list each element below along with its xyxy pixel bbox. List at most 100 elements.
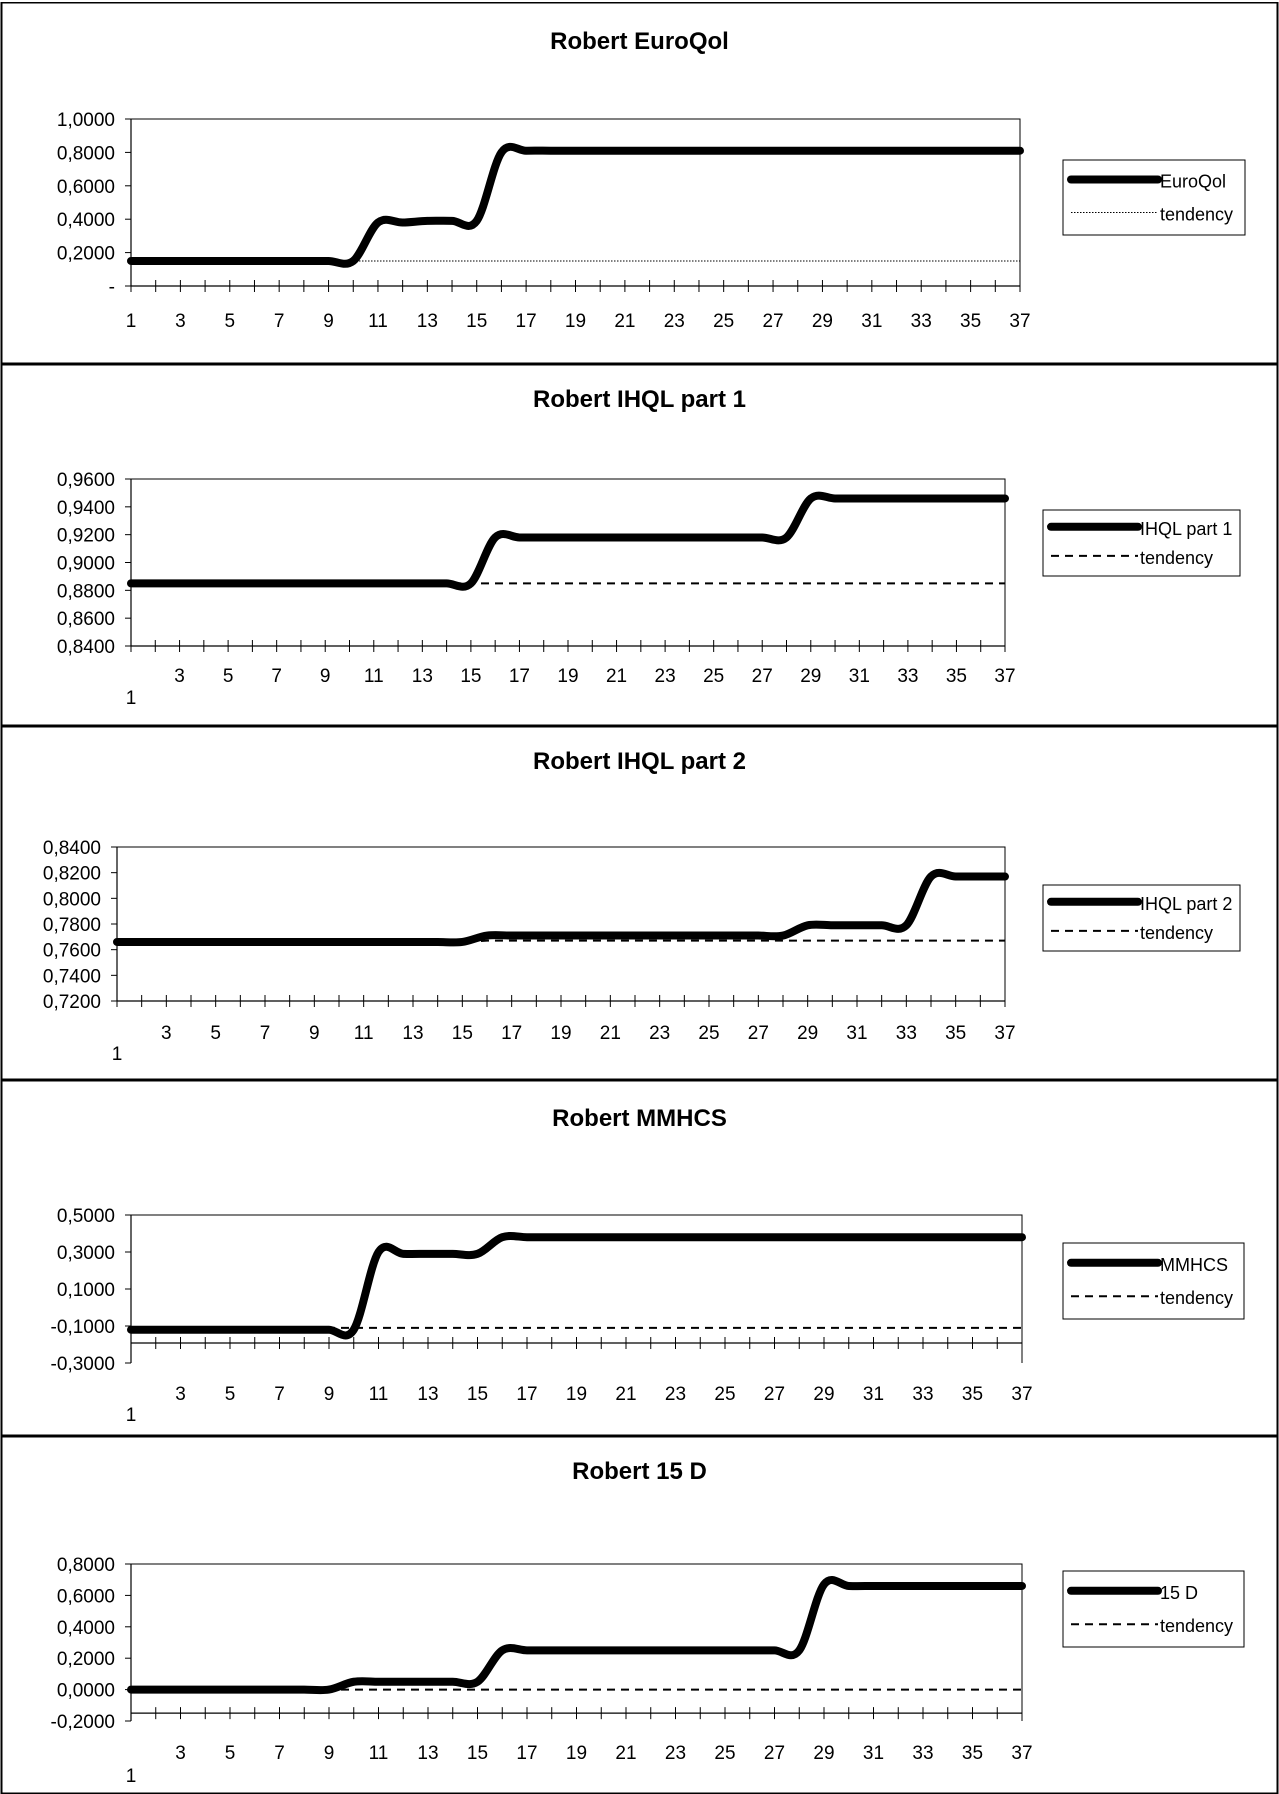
- data-point-tendency: [675, 1327, 676, 1328]
- x-tick-label: 3: [175, 311, 186, 332]
- legend-label-ihql-part-2: IHQL part 2: [1140, 894, 1232, 914]
- data-point-tendency: [857, 940, 858, 941]
- x-tick-label: 15: [466, 311, 487, 332]
- x-tick-label: 11: [354, 1023, 374, 1044]
- x-tick-label: 5: [210, 1023, 221, 1044]
- legend-label-ihql-part-1: IHQL part 1: [1140, 519, 1232, 539]
- x-tick-label: 29: [813, 1384, 834, 1405]
- x-tick-label: 27: [764, 1743, 785, 1764]
- data-point-tendency: [883, 583, 884, 584]
- data-point-tendency: [847, 260, 848, 261]
- x-tick-label: 9: [324, 1384, 335, 1405]
- x-tick-label: 31: [861, 311, 882, 332]
- data-point-tendency: [659, 940, 660, 941]
- data-point-tendency: [477, 1689, 478, 1690]
- x-tick-label: 31: [846, 1023, 867, 1044]
- x-tick-label: 3: [174, 666, 185, 687]
- chart-title: Robert MMHCS: [552, 1105, 727, 1132]
- x-tick-label: 25: [713, 311, 734, 332]
- x-tick-label: 35: [945, 1023, 966, 1044]
- x-tick-label: 7: [260, 1023, 271, 1044]
- data-point-tendency: [700, 1327, 701, 1328]
- y-tick-label: 1,0000: [57, 110, 115, 131]
- x-tick-label: 7: [274, 1384, 285, 1405]
- legend-box: [1042, 509, 1241, 577]
- x-first-label: 1: [112, 1044, 123, 1065]
- data-point-tendency: [519, 583, 520, 584]
- chart-svg: Robert IHQL part 1 0,8400 0,8600 0,8800 0,90…: [0, 364, 1279, 726]
- data-point-tendency: [689, 583, 690, 584]
- data-point-tendency: [649, 260, 650, 261]
- legend: IHQL part 2 tendency: [1042, 884, 1241, 952]
- x-tick-label: 37: [994, 666, 1015, 687]
- data-point-tendency: [477, 1327, 478, 1328]
- legend-label-euroqol: EuroQol: [1160, 172, 1226, 192]
- y-tick-label: 0,6000: [57, 1586, 115, 1607]
- x-tick-label: 9: [309, 1023, 320, 1044]
- plot-area-border: [131, 1563, 1023, 1721]
- y-tick-label: -0,3000: [51, 1354, 115, 1375]
- y-tick-label: 0,8000: [57, 1555, 115, 1576]
- x-tick-label: 11: [368, 311, 388, 332]
- x-tick-label: 13: [402, 1023, 423, 1044]
- x-tick-label: 7: [271, 666, 282, 687]
- data-point-tendency: [881, 940, 882, 941]
- x-tick-label: 23: [664, 311, 685, 332]
- x-first-label: 1: [126, 1766, 137, 1787]
- x-tick-label: 3: [175, 1743, 186, 1764]
- x-tick-label: 5: [225, 1384, 236, 1405]
- chart-panel-robert-mmhcs: Robert MMHCS -0,3000 -0,1000 0,1000 0,3000 0,…: [0, 1080, 1279, 1436]
- y-tick-label: 0,9400: [57, 498, 115, 519]
- x-tick-label: 23: [665, 1384, 686, 1405]
- y-tick-label: 0,8000: [43, 889, 101, 910]
- legend-label-tendency: tendency: [1140, 548, 1213, 568]
- legend: 15 D tendency: [1062, 1570, 1245, 1648]
- legend-box: [1042, 884, 1241, 952]
- x-tick-label: 25: [714, 1743, 735, 1764]
- x-tick-label: 33: [896, 1023, 917, 1044]
- chart-panel-robert-15-d: Robert 15 D -0,2000 0,0000 0,2000 0,4000 0,60…: [0, 1436, 1279, 1794]
- x-tick-label: 17: [516, 1384, 537, 1405]
- x-tick-label: 23: [665, 1743, 686, 1764]
- x-tick-label: 25: [703, 666, 724, 687]
- x-tick-label: 37: [1011, 1743, 1032, 1764]
- x-tick-label: 5: [224, 311, 235, 332]
- x-first-label: 1: [126, 688, 137, 709]
- x-tick-label: 7: [274, 311, 285, 332]
- data-point-tendency: [799, 1689, 800, 1690]
- chart-panel-robert-ihql-part-1: Robert IHQL part 1 0,8400 0,8600 0,8800 0,90…: [0, 364, 1279, 726]
- y-tick-label: 0,7800: [43, 915, 101, 936]
- data-point-tendency: [378, 1689, 379, 1690]
- x-tick-label: 9: [320, 666, 331, 687]
- x-tick-label: 13: [417, 311, 438, 332]
- y-tick-label: 0,0000: [57, 1681, 115, 1702]
- legend-box: [1062, 1242, 1245, 1320]
- y-tick-label: 0,5000: [57, 1206, 115, 1227]
- x-tick-label: 17: [516, 311, 537, 332]
- data-point-tendency: [592, 583, 593, 584]
- y-tick-label: 0,9200: [57, 526, 115, 547]
- x-tick-label: 19: [566, 1743, 587, 1764]
- x-tick-label: 17: [516, 1743, 537, 1764]
- x-tick-label: 21: [600, 1023, 621, 1044]
- x-tick-label: 27: [762, 311, 783, 332]
- y-tick-label: 0,8800: [57, 581, 115, 602]
- x-tick-label: 31: [849, 666, 870, 687]
- x-tick-label: 35: [962, 1384, 983, 1405]
- data-point-tendency: [576, 1327, 577, 1328]
- legend-label-tendency: tendency: [1160, 1616, 1233, 1636]
- x-tick-label: 37: [1009, 311, 1030, 332]
- x-tick-label: 9: [324, 1743, 335, 1764]
- x-tick-label: 29: [800, 666, 821, 687]
- chart-svg: Robert IHQL part 2 0,7200 0,7400 0,7600 0,78…: [0, 726, 1279, 1080]
- y-tick-label: 0,7200: [43, 992, 101, 1013]
- chart-panel-robert-ihql-part-2: Robert IHQL part 2 0,7200 0,7400 0,7600 0,78…: [0, 726, 1279, 1080]
- plot-area-border: [131, 1214, 1023, 1363]
- chart-title: Robert 15 D: [572, 1458, 707, 1485]
- x-tick-label: 21: [606, 666, 627, 687]
- x-tick-label: 15: [452, 1023, 473, 1044]
- data-point-tendency: [955, 940, 956, 941]
- x-tick-label: 33: [912, 1743, 933, 1764]
- data-point-tendency: [713, 583, 714, 584]
- x-tick-label: 11: [369, 1384, 389, 1405]
